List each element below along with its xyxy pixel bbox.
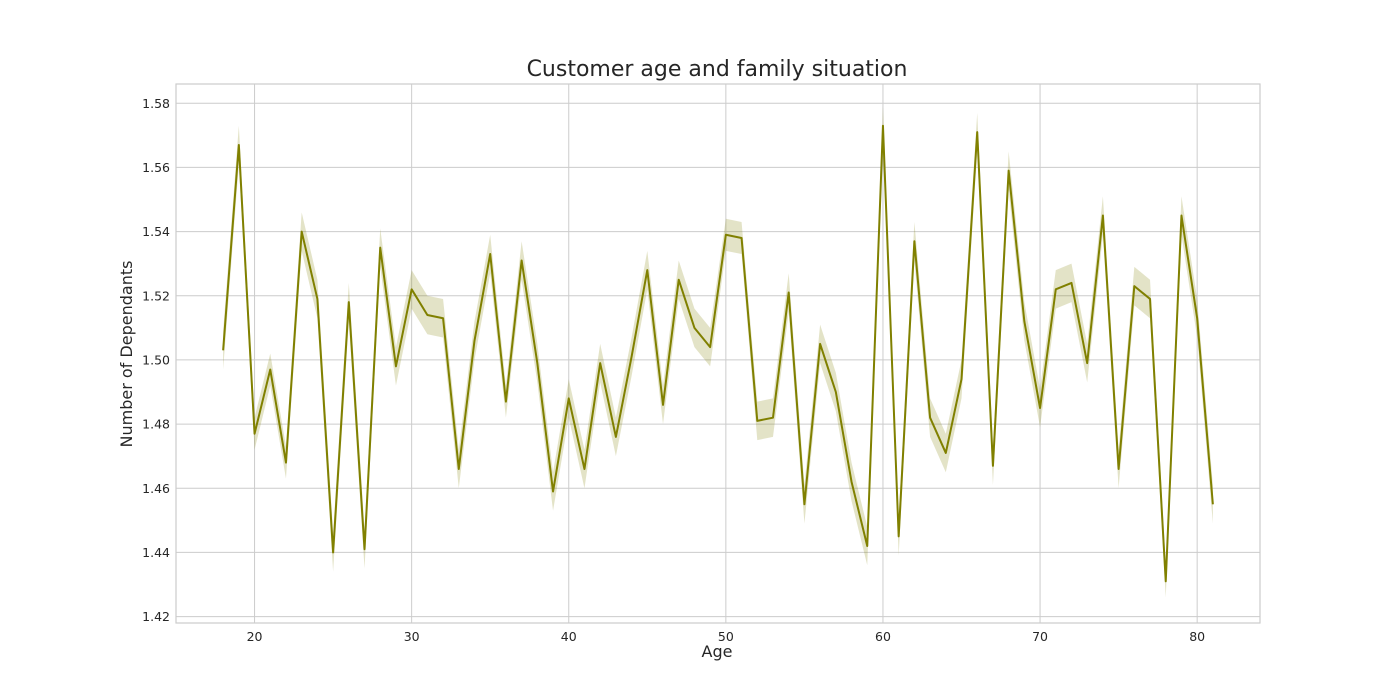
data-point-age-44: [629, 354, 634, 359]
data-point-age-26: [346, 300, 351, 305]
data-point-age-47: [676, 277, 681, 282]
data-point-age-68: [1006, 168, 1011, 173]
data-point-age-33: [456, 467, 461, 472]
y-tick-labels: 1.42 1.44 1.46 1.48 1.50 1.52 1.54 1.56 1.58: [142, 96, 170, 624]
data-point-age-46: [661, 402, 666, 407]
y-tick-label-1.48: 1.48: [142, 417, 170, 432]
x-tick-label-50: 50: [718, 629, 734, 644]
chart-title: Customer age and family situation: [527, 57, 908, 82]
data-point-age-62: [912, 239, 917, 244]
data-point-age-81: [1210, 502, 1215, 507]
y-tick-label-1.58: 1.58: [142, 96, 170, 111]
data-point-age-78: [1163, 579, 1168, 584]
data-point-age-28: [378, 245, 383, 250]
data-point-age-31: [425, 313, 430, 318]
data-point-age-20: [252, 431, 257, 436]
data-point-age-63: [928, 415, 933, 420]
data-point-age-41: [582, 467, 587, 472]
data-point-age-72: [1069, 280, 1074, 285]
x-tick-label-20: 20: [247, 629, 263, 644]
data-point-age-80: [1195, 316, 1200, 321]
horizontal-gridlines: [176, 102, 1260, 618]
data-point-age-38: [535, 361, 540, 366]
data-point-age-40: [566, 396, 571, 401]
data-point-age-18: [221, 348, 226, 353]
data-point-age-35: [488, 252, 493, 257]
data-point-age-70: [1038, 406, 1043, 411]
y-axis-title: Number of Dependants: [117, 261, 136, 448]
data-point-age-56: [818, 341, 823, 346]
data-point-age-73: [1085, 361, 1090, 366]
data-point-age-30: [409, 287, 414, 292]
data-point-age-57: [833, 390, 838, 395]
x-tick-labels: 20 30 40 50 60 70 80: [247, 629, 1206, 644]
data-point-age-55: [802, 502, 807, 507]
y-tick-label-1.46: 1.46: [142, 481, 170, 496]
vertical-gridlines: [254, 84, 1198, 623]
data-point-age-69: [1022, 319, 1027, 324]
data-point-age-36: [503, 399, 508, 404]
data-point-age-54: [786, 290, 791, 295]
data-point-age-52: [755, 418, 760, 423]
data-point-age-22: [283, 460, 288, 465]
data-point-age-61: [896, 534, 901, 539]
data-point-age-34: [472, 338, 477, 343]
data-point-age-49: [708, 345, 713, 350]
y-tick-label-1.52: 1.52: [142, 288, 170, 303]
data-point-age-24: [315, 296, 320, 301]
data-point-age-60: [880, 123, 885, 128]
data-point-age-77: [1148, 296, 1153, 301]
y-tick-label-1.44: 1.44: [142, 545, 170, 560]
data-point-age-50: [723, 232, 728, 237]
data-point-age-75: [1116, 467, 1121, 472]
data-point-age-45: [645, 268, 650, 273]
data-point-age-76: [1132, 284, 1137, 289]
data-point-age-21: [268, 367, 273, 372]
data-point-age-67: [990, 463, 995, 468]
data-point-age-43: [613, 434, 618, 439]
data-point-age-37: [519, 258, 524, 263]
x-tick-label-60: 60: [875, 629, 891, 644]
data-point-age-79: [1179, 213, 1184, 218]
x-axis-title: Age: [702, 642, 733, 661]
data-point-age-59: [865, 544, 870, 549]
data-point-age-27: [362, 547, 367, 552]
data-point-age-19: [236, 142, 241, 147]
data-point-age-25: [331, 550, 336, 555]
series-line: [222, 124, 1214, 583]
data-point-age-29: [393, 364, 398, 369]
data-point-age-51: [739, 236, 744, 241]
data-point-age-66: [975, 130, 980, 135]
data-point-age-42: [598, 361, 603, 366]
x-tick-label-40: 40: [561, 629, 577, 644]
data-point-age-58: [849, 479, 854, 484]
x-tick-label-80: 80: [1189, 629, 1205, 644]
plot-frame: [175, 83, 1261, 624]
data-point-age-64: [943, 450, 948, 455]
data-point-age-39: [551, 489, 556, 494]
data-point-age-48: [692, 325, 697, 330]
y-tick-label-1.54: 1.54: [142, 224, 170, 239]
data-point-age-53: [770, 415, 775, 420]
data-point-age-71: [1053, 287, 1058, 292]
x-tick-label-70: 70: [1032, 629, 1048, 644]
data-point-age-74: [1100, 213, 1105, 218]
data-point-age-32: [441, 316, 446, 321]
y-tick-label-1.56: 1.56: [142, 160, 170, 175]
y-tick-label-1.50: 1.50: [142, 352, 170, 367]
data-point-age-65: [959, 377, 964, 382]
data-point-age-23: [299, 229, 304, 234]
y-tick-label-1.42: 1.42: [142, 609, 170, 624]
x-tick-label-30: 30: [404, 629, 420, 644]
